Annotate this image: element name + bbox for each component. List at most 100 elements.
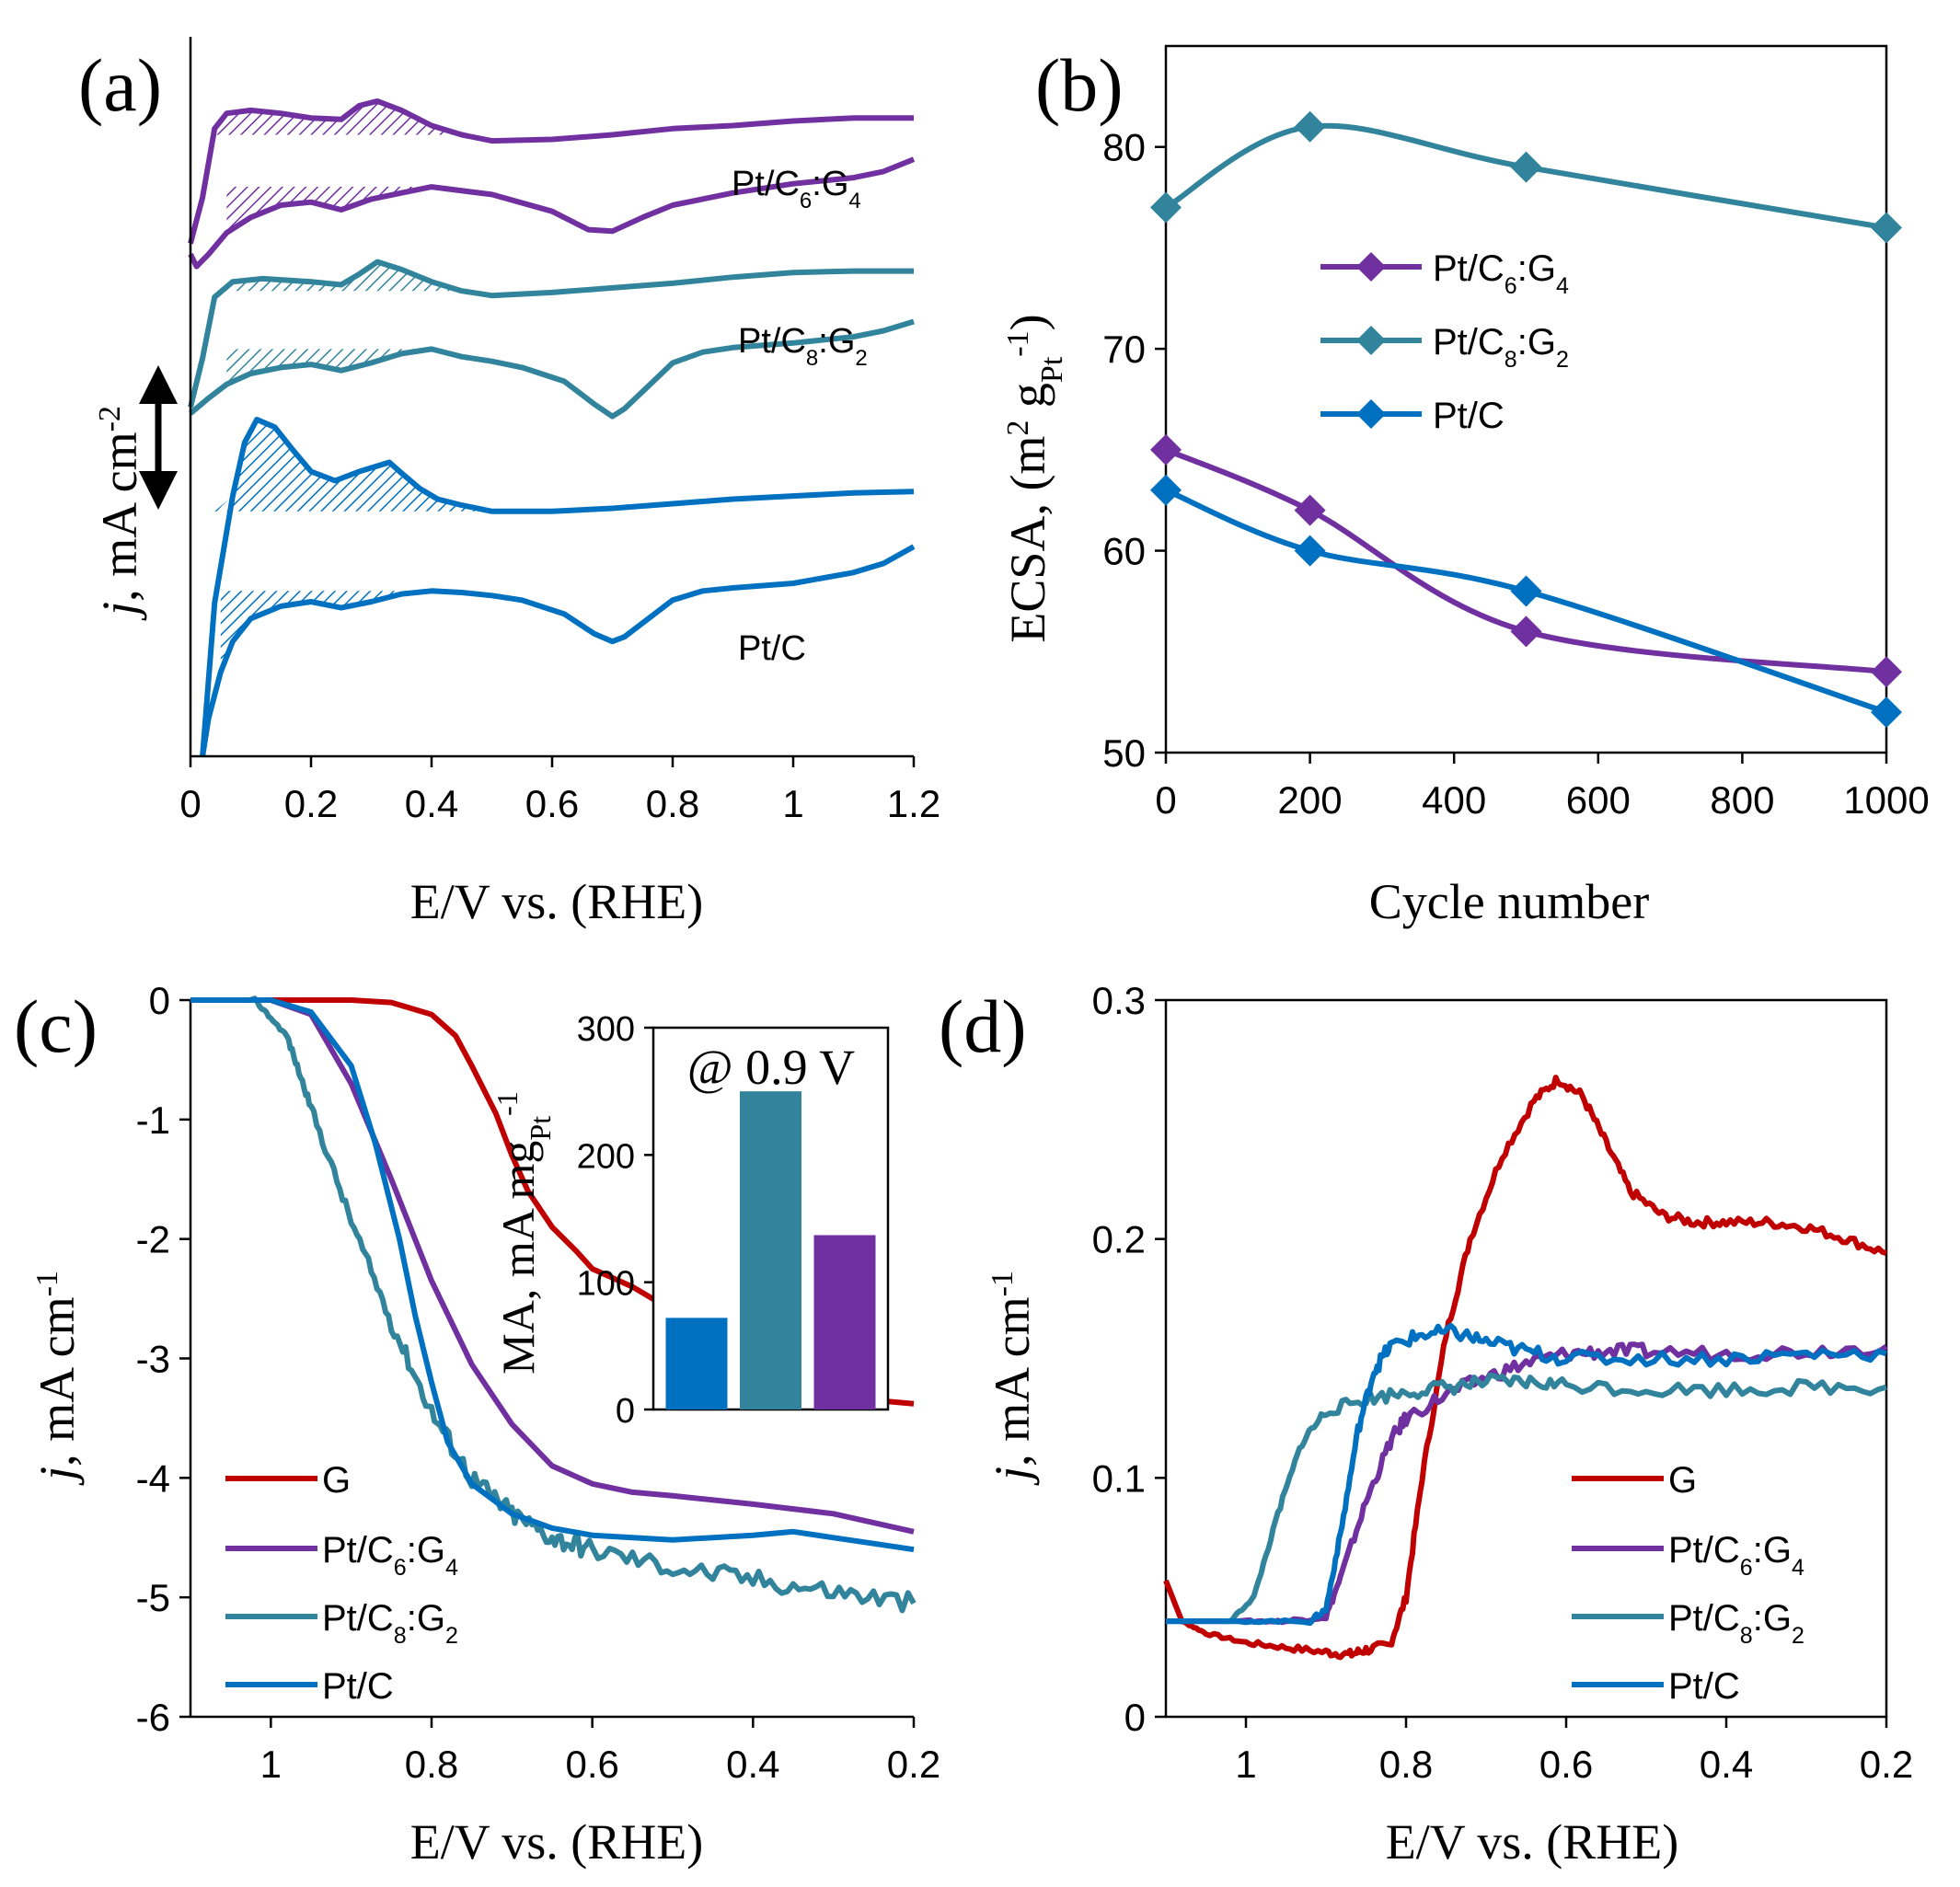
panel-c-x-tick-label: 0.8: [405, 1743, 458, 1786]
panel-d-x-tick-label: 0.4: [1700, 1743, 1753, 1786]
panel-c-series-line: [190, 997, 915, 1553]
panel-c-y-tick-label: -1: [136, 1099, 170, 1142]
panel-a-curve-anodic: [200, 417, 915, 757]
panel-b-y-axis-title: ECSA, (m2 gPt-1): [1000, 314, 1069, 642]
panel-b-diamond-marker: [1294, 110, 1326, 143]
panel-b-diamond-marker: [1510, 575, 1542, 607]
panel-a-x-tick-label: 1.2: [887, 782, 940, 825]
panel-c-x-tick-label: 0.4: [726, 1743, 779, 1786]
panel-d-series-line: [1163, 1075, 1887, 1661]
inset-bar: [813, 1235, 876, 1409]
panel-a-x-tick-label: 0.6: [525, 782, 579, 825]
panel-b-y-tick-label: 70: [1102, 328, 1146, 371]
panel-label-b: (b): [1035, 43, 1124, 127]
panel-a-x-tick-label: 0.2: [284, 782, 338, 825]
panel-d-series-line: [1166, 1372, 1887, 1625]
panel-a-series-label: Pt/C6:G4: [732, 165, 861, 213]
inset-y-tick-label: 300: [577, 1010, 635, 1049]
panel-b-legend-marker: [1356, 399, 1386, 429]
panel-d-x-tick-label: 0.8: [1379, 1743, 1433, 1786]
panel-a-hatch-cathodic: [220, 591, 462, 673]
panel-c-x-tick-label: 0.6: [565, 1743, 618, 1786]
panel-d-plot-area: 1 0.8 0.6 0.4 0.2 0 0.1 0.2 0.3 G Pt/C6:G4 Pt/C8:G2…: [1092, 979, 1914, 1786]
panel-b-x-tick-label: 1000: [1843, 778, 1929, 822]
panel-c-lsv-chart: (c) 1 0.8 0.6 0.4 0.2 0 -1 -2 -3 -4 -5 -6 G Pt/C6:G4 P…: [14, 979, 940, 1870]
panel-c-y-axis-title: j, mA cm-1: [29, 1271, 85, 1486]
panel-c-y-tick-label: -4: [136, 1456, 170, 1500]
panel-a-plot-area: Pt/C6:G4 Pt/C8:G2 Pt/C: [188, 98, 916, 757]
panel-b-x-tick-label: 800: [1710, 778, 1774, 822]
panel-d-y-tick-label: 0: [1124, 1696, 1146, 1739]
panel-a-hatch-anodic: [214, 100, 462, 135]
panel-b-series-line: [1164, 447, 1887, 675]
panel-c-y-tick-label: 0: [149, 979, 170, 1022]
panel-d-rde-chart: (d) 1 0.8 0.6 0.4 0.2 0 0.1 0.2 0.3 G Pt/C6:G4 Pt/C…: [939, 979, 1913, 1870]
panel-b-legend-label: Pt/C8:G2: [1433, 322, 1569, 373]
panel-c-x-tick-label: 0.2: [887, 1743, 940, 1786]
panel-a-curve-anodic: [188, 259, 914, 408]
panel-a-axes: 0 0.2 0.4 0.6 0.8 1 1.2: [179, 37, 940, 825]
inset-y-axis-title: MA, mA mgPt-1: [490, 1091, 557, 1375]
panel-d-x-axis-title: E/V vs. (RHE): [1386, 1814, 1679, 1870]
panel-c-legend-label: G: [322, 1460, 351, 1501]
panel-d-x-tick-label: 1: [1235, 1743, 1256, 1786]
panel-c-inset-bar-chart: 0 100 200 300 @ 0.9 V MA, mA mgPt-1: [490, 1010, 890, 1431]
panel-b-plot-area: 0 200 400 600 800 1000 50 60 70 80 Pt/C6:G4 Pt/C8:G…: [1102, 44, 1930, 822]
inset-y-tick-label: 200: [577, 1137, 635, 1176]
inset-y-tick-label: 0: [616, 1392, 635, 1431]
panel-c-legend-label: Pt/C6:G4: [322, 1530, 458, 1581]
panel-b-legend-marker: [1356, 326, 1386, 355]
panel-a-x-axis-title: E/V vs. (RHE): [410, 874, 704, 929]
panel-label-d: (d): [939, 984, 1027, 1068]
panel-a-series-label: Pt/C8:G2: [738, 322, 868, 371]
panel-b-legend-label: Pt/C6:G4: [1433, 248, 1569, 299]
panel-d-y-tick-label: 0.1: [1092, 1456, 1146, 1500]
panel-a-curve-cathodic: [188, 156, 916, 270]
inset-bar: [740, 1091, 801, 1409]
panel-d-legend-label: Pt/C8:G2: [1668, 1598, 1804, 1649]
panel-c-y-tick-label: -6: [136, 1696, 170, 1739]
panel-a-x-tick-label: 0.4: [405, 782, 458, 825]
panel-b-x-axis-title: Cycle number: [1369, 874, 1649, 929]
panel-d-series-line: [1166, 1322, 1887, 1627]
panel-b-diamond-marker: [1510, 616, 1542, 648]
panel-b-diamond-marker: [1871, 696, 1902, 729]
panel-c-y-tick-label: -3: [136, 1338, 170, 1381]
inset-title: @ 0.9 V: [687, 1040, 855, 1095]
panel-c-legend-label: Pt/C: [322, 1666, 394, 1707]
panel-b-series-line: [1164, 487, 1887, 715]
panel-d-x-tick-label: 0.2: [1860, 1743, 1913, 1786]
panel-c-plot-area: 1 0.8 0.6 0.4 0.2 0 -1 -2 -3 -4 -5 -6 G Pt/C6:G4 Pt/C8…: [136, 979, 941, 1786]
panel-b-y-tick-label: 80: [1102, 126, 1146, 169]
panel-a-series-label: Pt/C: [738, 629, 806, 668]
panel-c-x-axis-title: E/V vs. (RHE): [410, 1814, 704, 1870]
panel-d-legend-label: Pt/C6:G4: [1668, 1530, 1804, 1581]
panel-b-x-tick-label: 200: [1278, 778, 1343, 822]
panel-b-diamond-marker: [1871, 212, 1902, 244]
panel-b-series-line: [1164, 122, 1887, 231]
panel-c-legend-label: Pt/C8:G2: [322, 1598, 458, 1649]
panel-d-y-tick-label: 0.3: [1092, 979, 1146, 1022]
panel-label-c: (c): [14, 984, 98, 1068]
panel-d-y-tick-label: 0.2: [1092, 1218, 1146, 1261]
panel-d-legend-label: G: [1668, 1460, 1697, 1501]
panel-b-ecsa-chart: (b) 0 200 400 600 800 1000 50 60 70 80 Pt/C6:G4 Pt/…: [1000, 43, 1930, 929]
panel-a-curve-anodic: [188, 98, 914, 245]
panel-c-y-tick-label: -2: [136, 1218, 170, 1261]
panel-b-diamond-marker: [1150, 191, 1182, 224]
panel-b-y-tick-label: 60: [1102, 530, 1146, 573]
panel-d-legend-label: Pt/C: [1668, 1666, 1740, 1707]
panel-b-legend-marker: [1356, 252, 1386, 282]
panel-label-a: (a): [78, 43, 162, 127]
panel-c-x-tick-label: 1: [260, 1743, 282, 1786]
inset-y-tick-label: 100: [577, 1265, 635, 1304]
panel-c-y-tick-label: -5: [136, 1576, 170, 1619]
inset-bar: [665, 1317, 728, 1409]
panel-a-cv-chart: (a) Pt/C6:G4 Pt/C8:G2 Pt/C 0 0.2 0.4 0.6 0.8 1 1…: [78, 37, 940, 929]
panel-a-hatch-cathodic: [226, 187, 432, 233]
panel-b-diamond-marker: [1150, 433, 1182, 466]
panel-a-x-tick-label: 0: [179, 782, 201, 825]
panel-a-hatch-anodic: [214, 420, 492, 512]
panel-c-series-line: [190, 997, 915, 1535]
